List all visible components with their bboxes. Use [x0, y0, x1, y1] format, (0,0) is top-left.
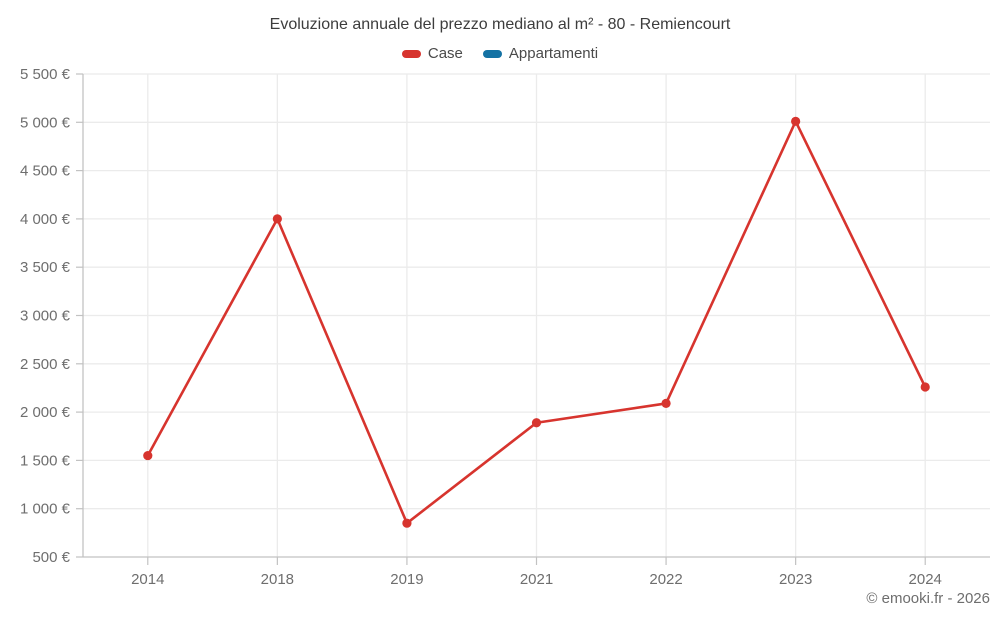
legend-label-case: Case — [427, 45, 463, 62]
data-point-case-2023[interactable] — [791, 116, 801, 126]
legend-item-case[interactable]: Case — [401, 45, 463, 62]
y-tick-label: 4 500 € — [20, 163, 71, 180]
y-tick-label: 3 500 € — [20, 259, 71, 276]
x-tick-label: 2014 — [131, 571, 164, 588]
chart-title: Evoluzione annuale del prezzo mediano al… — [269, 16, 731, 33]
x-tick-label: 2022 — [649, 571, 682, 588]
legend-swatch-appartamenti — [482, 49, 502, 58]
data-point-case-2024[interactable] — [920, 382, 930, 392]
y-tick-label: 4 000 € — [20, 211, 71, 228]
x-tick-label: 2024 — [909, 571, 942, 588]
data-point-case-2014[interactable] — [143, 450, 153, 461]
data-point-case-2018[interactable] — [272, 214, 282, 224]
y-tick-label: 5 000 € — [20, 114, 71, 131]
y-tick-label: 500 € — [32, 549, 70, 566]
y-tick-label: 1 500 € — [20, 452, 71, 469]
data-point-case-2022[interactable] — [661, 398, 671, 409]
x-tick-label: 2023 — [779, 571, 812, 588]
legend-label-appartamenti: Appartamenti — [508, 45, 599, 62]
legend: Case Appartamenti — [0, 45, 1000, 62]
data-point-case-2021[interactable] — [531, 418, 542, 428]
credit-text: © emooki.fr - 2026 — [866, 590, 990, 607]
x-tick-label: 2018 — [261, 571, 294, 588]
data-point-case-2019[interactable] — [402, 518, 412, 528]
y-tick-label: 1 000 € — [20, 501, 71, 518]
x-tick-label: 2021 — [520, 571, 553, 588]
legend-item-appartamenti[interactable]: Appartamenti — [482, 45, 599, 62]
y-tick-label: 2 500 € — [20, 356, 71, 373]
y-tick-label: 3 000 € — [20, 308, 71, 325]
x-tick-label: 2019 — [390, 571, 423, 588]
y-tick-label: 5 500 € — [20, 66, 71, 83]
y-tick-label: 2 000 € — [20, 404, 71, 421]
legend-swatch-case — [401, 49, 421, 58]
